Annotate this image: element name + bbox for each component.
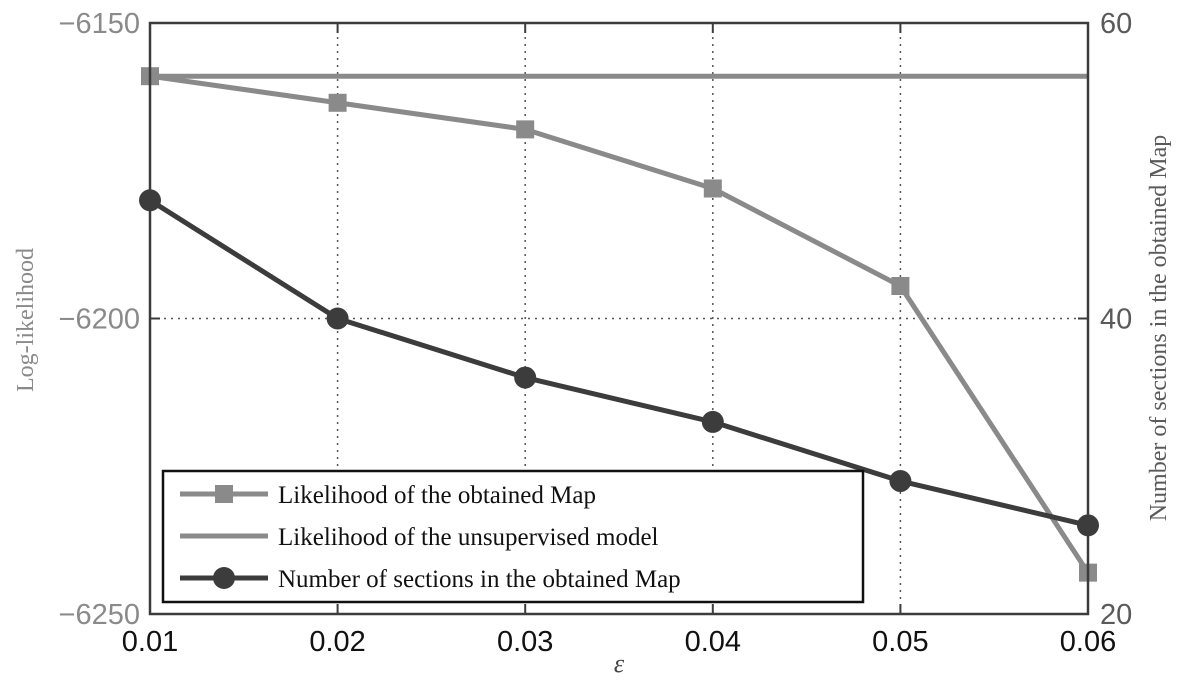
y-axis-right-label: Number of sections in the obtained Map bbox=[1146, 135, 1172, 522]
y-left-tick-label: −6200 bbox=[59, 304, 140, 336]
y-left-tick-label: −6150 bbox=[59, 8, 140, 40]
y-right-tick-label: 40 bbox=[1100, 304, 1132, 336]
series-2-point bbox=[889, 470, 911, 492]
x-tick-label: 0.05 bbox=[872, 626, 928, 658]
x-tick-label: 0.04 bbox=[685, 626, 741, 658]
legend: Likelihood of the obtained Map Likelihoo… bbox=[163, 471, 863, 602]
series-2-point bbox=[327, 308, 349, 330]
series-0-point bbox=[329, 94, 347, 112]
y-axis-left-label: Log-likelihood bbox=[13, 248, 39, 392]
legend-label-unsupervised: Likelihood of the unsupervised model bbox=[278, 524, 659, 551]
x-tick-label: 0.02 bbox=[309, 626, 365, 658]
x-tick-label: 0.03 bbox=[497, 626, 553, 658]
legend-marker-circle bbox=[213, 567, 235, 589]
y-right-tick-label: 20 bbox=[1100, 599, 1132, 631]
series-0-point bbox=[516, 120, 534, 138]
series-0-point bbox=[704, 179, 722, 197]
legend-label-obtained-likelihood: Likelihood of the obtained Map bbox=[278, 482, 596, 509]
series-0-point bbox=[891, 277, 909, 295]
legend-marker-square bbox=[215, 485, 233, 503]
legend-label-sections: Number of sections in the obtained Map bbox=[278, 566, 681, 593]
series-2-point bbox=[514, 367, 536, 389]
y-right-tick-label: 60 bbox=[1100, 8, 1132, 40]
x-axis-label: ε bbox=[614, 649, 625, 678]
y-left-tick-label: −6250 bbox=[59, 599, 140, 631]
series-2-point bbox=[702, 411, 724, 433]
